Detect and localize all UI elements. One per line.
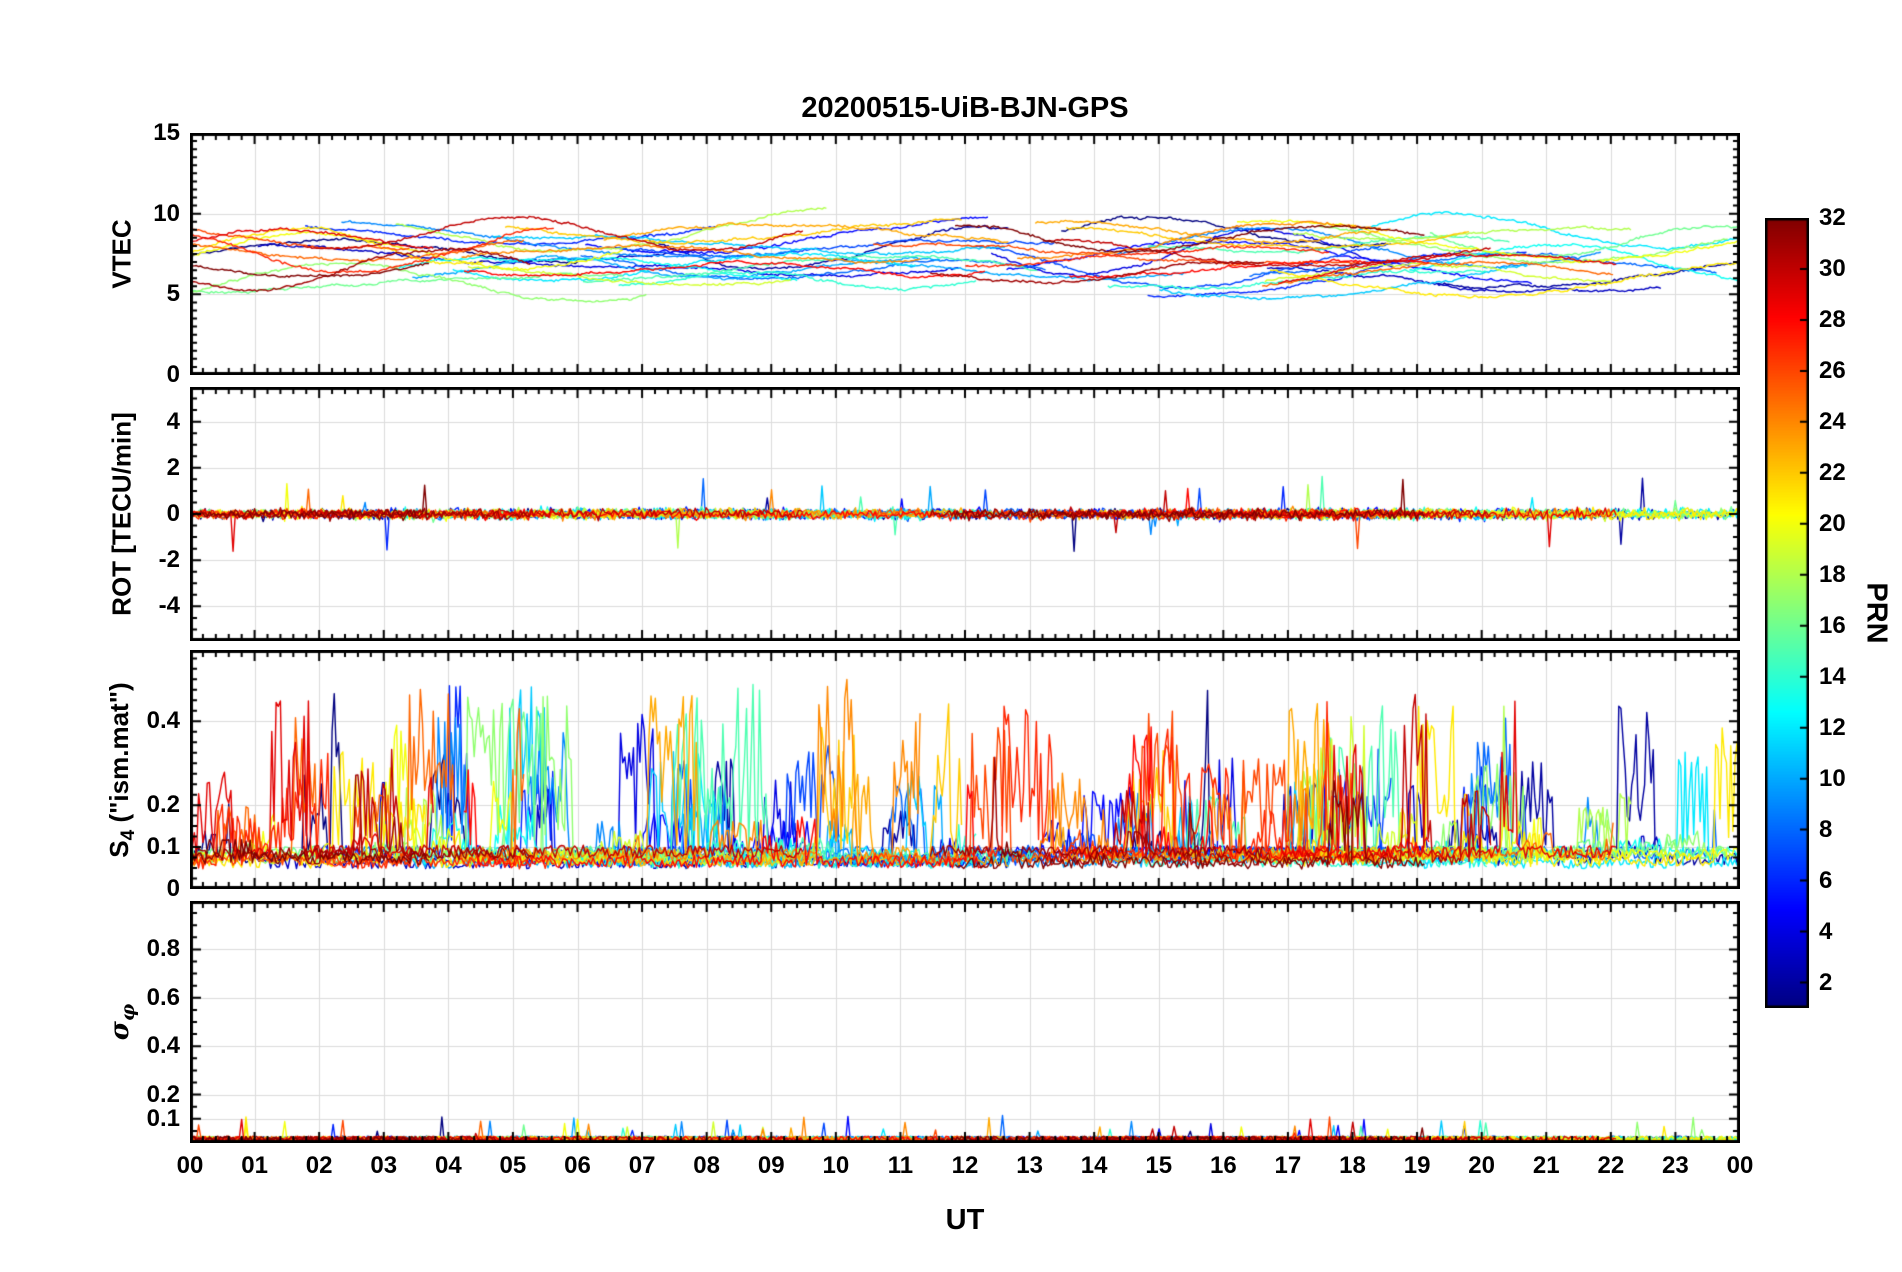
colorbar-tick-label: 2 — [1819, 968, 1833, 996]
x-tick-label: 19 — [1403, 1152, 1431, 1179]
x-tick-label: 23 — [1662, 1152, 1689, 1179]
chart-title: 20200515-UiB-BJN-GPS — [801, 92, 1129, 124]
y-tick-label: 0.4 — [146, 707, 180, 735]
s4-plot-canvas — [190, 650, 1740, 889]
ylabel-vtec: VTEC — [106, 219, 137, 289]
sigma-phi-plot-canvas — [190, 901, 1740, 1143]
x-tick-label: 16 — [1209, 1152, 1237, 1179]
colorbar-tick-label: 26 — [1819, 356, 1846, 384]
colorbar — [1765, 218, 1809, 1008]
x-tick-label: 12 — [951, 1152, 979, 1179]
x-tick-label: 18 — [1339, 1152, 1366, 1179]
x-tick-label: 08 — [693, 1152, 721, 1179]
x-tick-label: 15 — [1145, 1152, 1173, 1179]
y-tick-label: 0 — [166, 875, 180, 902]
x-tick-label: 01 — [241, 1152, 268, 1179]
colorbar-tick-label: 10 — [1819, 764, 1846, 792]
y-tick-label: 0.1 — [146, 833, 180, 861]
y-tick-label: 2 — [166, 453, 180, 481]
y-tick-label: 0.8 — [146, 935, 180, 963]
vtec-plot-canvas — [190, 133, 1740, 375]
x-tick-label: 11 — [887, 1152, 914, 1179]
colorbar-tick-label: 14 — [1819, 662, 1846, 690]
y-tick-label: 0.4 — [146, 1032, 180, 1060]
colorbar-tick-label: 6 — [1819, 866, 1833, 894]
x-tick-label: 13 — [1016, 1152, 1043, 1179]
colorbar-tick-label: 20 — [1819, 509, 1846, 537]
x-axis-label: UT — [945, 1204, 985, 1236]
y-tick-label: 0.2 — [146, 791, 180, 819]
y-tick-label: -4 — [158, 592, 180, 620]
x-tick-label: 09 — [757, 1152, 785, 1179]
x-tick-label: 17 — [1274, 1152, 1302, 1179]
x-tick-label: 20 — [1468, 1152, 1496, 1179]
x-tick-label: 07 — [628, 1152, 656, 1179]
x-tick-label: 06 — [564, 1152, 591, 1179]
x-tick-label: 22 — [1597, 1152, 1625, 1179]
colorbar-label: PRN — [1860, 582, 1893, 644]
x-tick-label: 05 — [499, 1152, 527, 1179]
y-tick-label: 4 — [166, 407, 180, 435]
colorbar-tick-label: 4 — [1819, 917, 1833, 945]
y-tick-label: 10 — [153, 199, 180, 227]
colorbar-tick-label: 12 — [1819, 713, 1846, 741]
y-tick-label: 0.2 — [146, 1080, 180, 1108]
y-tick-label: -2 — [158, 546, 180, 574]
x-tick-label: 00 — [1726, 1152, 1754, 1179]
colorbar-tick-label: 16 — [1819, 611, 1846, 639]
colorbar-tick-label: 30 — [1819, 254, 1846, 282]
colorbar-tick-label: 22 — [1819, 458, 1846, 486]
y-tick-label: 0 — [166, 500, 180, 527]
x-tick-label: 04 — [434, 1152, 462, 1179]
y-tick-label: 5 — [166, 280, 180, 308]
colorbar-tick-label: 32 — [1819, 204, 1846, 231]
colorbar-tick-label: 24 — [1819, 407, 1846, 435]
x-tick-label: 03 — [370, 1152, 398, 1179]
y-tick-label: 15 — [153, 119, 180, 146]
x-tick-label: 02 — [305, 1152, 333, 1179]
rot-plot-canvas — [190, 387, 1740, 641]
x-tick-label: 00 — [176, 1152, 204, 1179]
y-tick-label: 0.6 — [146, 983, 180, 1011]
colorbar-tick-label: 18 — [1819, 560, 1846, 588]
colorbar-tick-label: 28 — [1819, 305, 1846, 333]
x-tick-label: 10 — [822, 1152, 850, 1179]
y-tick-label: 0 — [166, 361, 180, 388]
x-tick-label: 14 — [1080, 1152, 1108, 1179]
colorbar-tick-label: 8 — [1819, 815, 1833, 843]
x-tick-label: 21 — [1532, 1152, 1560, 1179]
y-tick-label: 0.1 — [146, 1104, 180, 1132]
